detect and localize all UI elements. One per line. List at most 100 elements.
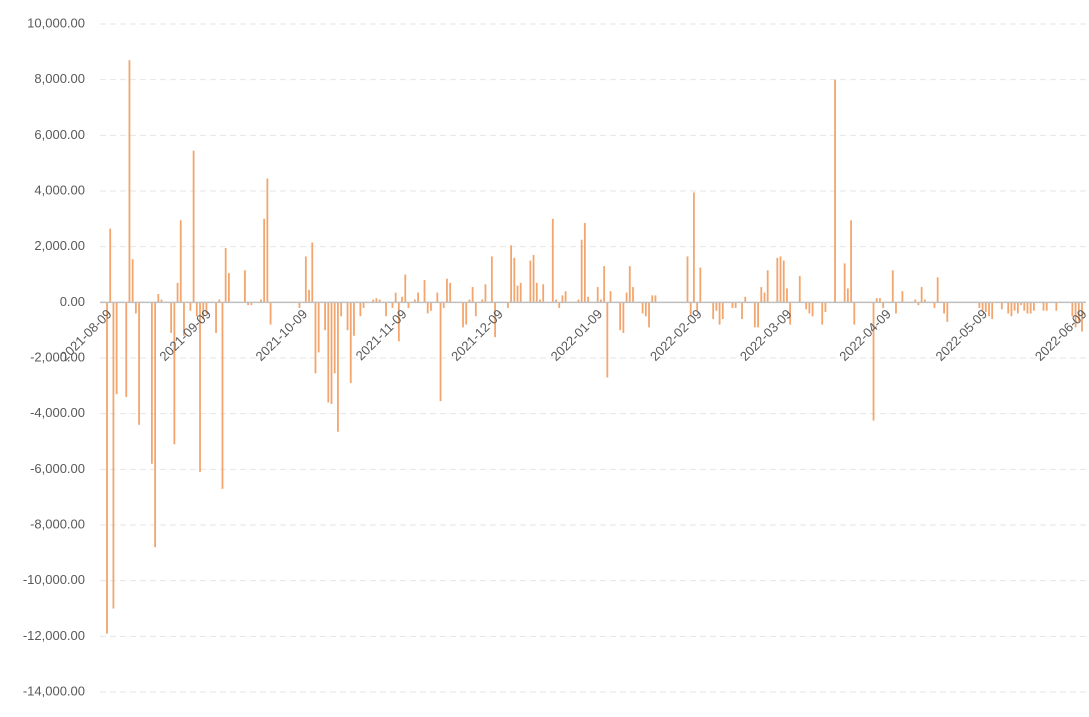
bar — [224, 248, 227, 303]
bar — [850, 220, 852, 303]
bar — [176, 282, 179, 303]
bar — [561, 295, 564, 303]
bar — [609, 291, 612, 303]
bar — [577, 299, 580, 303]
x-tick-label: 2021-08-09 — [57, 306, 115, 364]
bar — [417, 292, 420, 303]
bar — [125, 302, 128, 397]
bar — [933, 302, 936, 308]
bar — [423, 280, 426, 303]
bar — [471, 287, 474, 303]
bar — [920, 287, 923, 303]
bar — [853, 302, 856, 325]
bar — [333, 302, 336, 374]
bar — [1026, 302, 1029, 314]
bar — [689, 302, 692, 317]
bar — [375, 298, 378, 303]
bar — [622, 302, 625, 333]
bar — [879, 298, 881, 303]
bar — [138, 302, 140, 425]
bar — [426, 302, 429, 314]
bar — [936, 277, 939, 303]
bar — [324, 302, 326, 331]
bar — [260, 299, 262, 303]
bar — [603, 266, 606, 303]
bar — [651, 295, 654, 303]
bar — [564, 291, 567, 303]
bar — [696, 302, 699, 311]
bar — [215, 302, 217, 333]
bar — [1029, 302, 1032, 314]
bar — [183, 302, 185, 336]
bar — [205, 302, 208, 314]
bar — [551, 218, 554, 303]
bar — [606, 302, 609, 378]
bar — [824, 302, 827, 313]
bar — [362, 302, 365, 308]
bar — [157, 293, 160, 303]
bar — [1077, 302, 1080, 322]
bar — [413, 299, 416, 303]
bar — [298, 302, 301, 308]
bar — [1071, 302, 1074, 317]
bar — [446, 278, 448, 303]
bar — [798, 275, 801, 303]
bar — [984, 302, 987, 313]
bar — [715, 302, 718, 311]
bar — [192, 150, 195, 303]
bar — [1081, 302, 1083, 332]
bar — [244, 270, 246, 303]
bar — [991, 302, 994, 320]
bar — [763, 292, 766, 303]
y-tick-label: -14,000.00 — [23, 683, 85, 698]
bar — [170, 302, 173, 333]
bar — [109, 228, 112, 303]
bar — [507, 302, 509, 308]
bar — [943, 302, 945, 314]
bar — [436, 292, 439, 303]
bar — [555, 299, 557, 303]
y-tick-label: 10,000.00 — [27, 15, 85, 30]
bar — [404, 274, 407, 303]
bar — [988, 302, 990, 317]
y-tick-label: 2,000.00 — [34, 238, 85, 253]
bar — [317, 302, 320, 353]
bar — [946, 302, 949, 322]
bar — [882, 302, 885, 308]
bar — [744, 296, 747, 303]
bar — [628, 266, 631, 303]
bar — [227, 273, 230, 303]
bar — [1042, 302, 1045, 311]
bar — [542, 284, 545, 303]
y-tick-label: 8,000.00 — [34, 71, 85, 86]
bar — [632, 287, 634, 303]
bar — [442, 302, 445, 308]
bar — [391, 302, 394, 308]
bar — [131, 259, 134, 303]
bar — [1016, 302, 1019, 314]
bar — [535, 282, 538, 303]
bar — [872, 302, 875, 421]
bar — [340, 302, 343, 317]
bar — [349, 302, 352, 384]
bar — [474, 302, 477, 317]
bar — [311, 242, 314, 303]
bar — [359, 302, 362, 317]
bar — [981, 302, 984, 311]
bar — [686, 256, 689, 303]
bar — [106, 302, 108, 634]
bar — [539, 299, 541, 303]
bar — [583, 223, 586, 303]
bar — [978, 302, 981, 308]
bar — [516, 285, 519, 303]
bar — [654, 295, 657, 303]
bar — [269, 302, 272, 325]
bar — [154, 302, 157, 548]
bar — [760, 287, 763, 303]
bar — [776, 257, 779, 303]
bar — [407, 302, 410, 308]
bar — [529, 260, 532, 303]
y-tick-label: -4,000.00 — [30, 405, 85, 420]
bar — [587, 296, 589, 303]
bar — [789, 302, 792, 325]
